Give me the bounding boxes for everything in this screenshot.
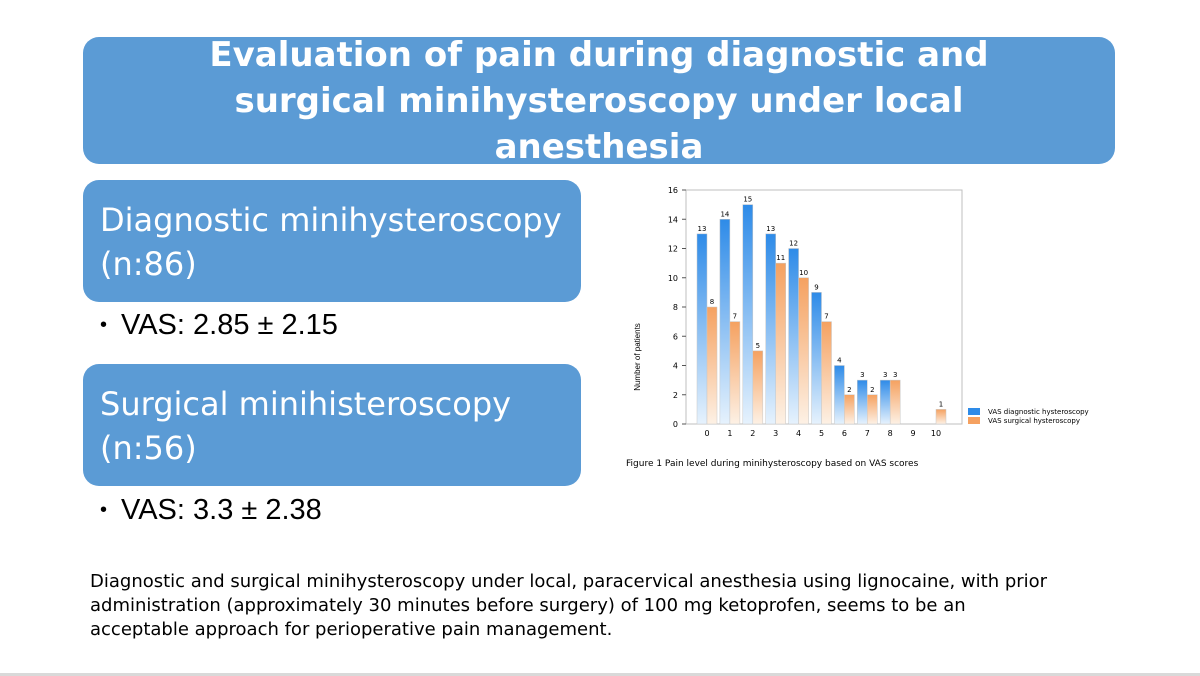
x-tick-label: 10 — [931, 429, 941, 438]
surgical-count: (n:56) — [100, 429, 197, 467]
x-tick-label: 5 — [819, 429, 824, 438]
bar-value-label: 12 — [789, 240, 798, 248]
x-tick-label: 3 — [773, 429, 778, 438]
bar-value-label: 7 — [824, 313, 828, 321]
bar-value-label: 7 — [733, 313, 737, 321]
bar-surgical — [935, 409, 947, 425]
x-tick-label: 6 — [842, 429, 847, 438]
bar-surgical — [706, 306, 718, 425]
vas-chart: 0 2 4 6 8 10 12 14 16 Number of patients 13 8 0 14 7 1 1… — [600, 180, 1130, 480]
bar-value-label: 15 — [743, 196, 752, 204]
bottom-divider — [0, 673, 1200, 676]
legend-swatch — [968, 408, 980, 415]
bar-diagnostic — [879, 379, 891, 425]
surgical-section-header: Surgical minihisteroscopy (n:56) — [83, 364, 581, 486]
chart-caption: Figure 1 Pain level during minihysterosc… — [626, 459, 919, 469]
bar-diagnostic — [742, 204, 754, 425]
surgical-heading: Surgical minihisteroscopy — [100, 385, 512, 423]
bar-value-label: 11 — [776, 254, 785, 262]
y-tick-label: 4 — [673, 362, 678, 371]
x-tick-label: 7 — [865, 429, 870, 438]
bar-value-label: 2 — [847, 386, 851, 394]
bar-value-label: 13 — [698, 225, 707, 233]
x-tick-label: 8 — [888, 429, 893, 438]
diagnostic-vas-bullet: • VAS: 2.85 ± 2.15 — [100, 309, 338, 342]
bar-surgical — [867, 394, 878, 425]
bar-diagnostic — [811, 292, 822, 425]
bar-value-label: 1 — [939, 400, 943, 408]
bar-value-label: 10 — [799, 269, 808, 277]
legend-label: VAS diagnostic hysteroscopy — [988, 408, 1089, 416]
diagnostic-heading: Diagnostic minihysteroscopy — [100, 201, 562, 239]
bullet-icon: • — [100, 314, 108, 336]
diagnostic-vas-text: VAS: 2.85 ± 2.15 — [121, 309, 338, 341]
bar-value-label: 5 — [756, 342, 760, 350]
bar-surgical — [752, 350, 764, 425]
bar-value-label: 3 — [883, 371, 887, 379]
y-tick-label: 0 — [673, 420, 678, 429]
y-axis-label: Number of patients — [633, 323, 642, 391]
slide-title: Evaluation of pain during diagnostic and… — [209, 34, 989, 167]
bar-value-label: 3 — [893, 371, 897, 379]
x-tick-label: 2 — [750, 429, 755, 438]
bar-diagnostic — [834, 365, 845, 425]
legend-swatch — [968, 417, 980, 424]
surgical-vas-bullet: • VAS: 3.3 ± 2.38 — [100, 494, 322, 527]
bar-value-label: 14 — [720, 210, 729, 218]
y-tick-label: 12 — [668, 245, 678, 254]
bar-value-label: 8 — [710, 298, 714, 306]
bar-diagnostic — [765, 233, 776, 425]
x-tick-label: 4 — [796, 429, 801, 438]
bar-diagnostic — [719, 219, 731, 425]
y-tick-label: 14 — [668, 215, 678, 224]
y-tick-label: 2 — [673, 391, 678, 400]
bar-surgical — [889, 379, 901, 425]
bullet-icon: • — [100, 499, 108, 521]
y-tick-label: 16 — [668, 186, 678, 195]
y-tick-label: 6 — [673, 332, 678, 341]
y-tick-label: 10 — [668, 274, 678, 283]
bar-value-label: 13 — [766, 225, 775, 233]
bar-value-label: 9 — [814, 283, 818, 291]
bar-surgical — [821, 321, 832, 425]
conclusion-text: Diagnostic and surgical minihysteroscopy… — [90, 571, 1048, 640]
diagnostic-count: (n:86) — [100, 245, 197, 283]
bar-surgical — [798, 277, 809, 425]
bar-diagnostic — [857, 379, 868, 425]
bar-surgical — [844, 394, 855, 425]
x-tick-label: 9 — [911, 429, 916, 438]
legend-label: VAS surgical hysteroscopy — [988, 417, 1080, 425]
y-tick-label: 8 — [673, 303, 678, 312]
bar-surgical — [729, 321, 741, 425]
title-banner: Evaluation of pain during diagnostic and… — [83, 35, 1115, 167]
bar-diagnostic — [788, 248, 799, 425]
diagnostic-section-header: Diagnostic minihysteroscopy (n:86) — [83, 180, 581, 302]
x-tick-label: 1 — [727, 429, 732, 438]
surgical-vas-text: VAS: 3.3 ± 2.38 — [121, 494, 322, 526]
bar-value-label: 3 — [860, 371, 864, 379]
bar-surgical — [775, 262, 786, 425]
bar-value-label: 4 — [837, 357, 842, 365]
x-tick-label: 0 — [704, 429, 709, 438]
bar-value-label: 2 — [870, 386, 874, 394]
bar-diagnostic — [696, 233, 708, 425]
